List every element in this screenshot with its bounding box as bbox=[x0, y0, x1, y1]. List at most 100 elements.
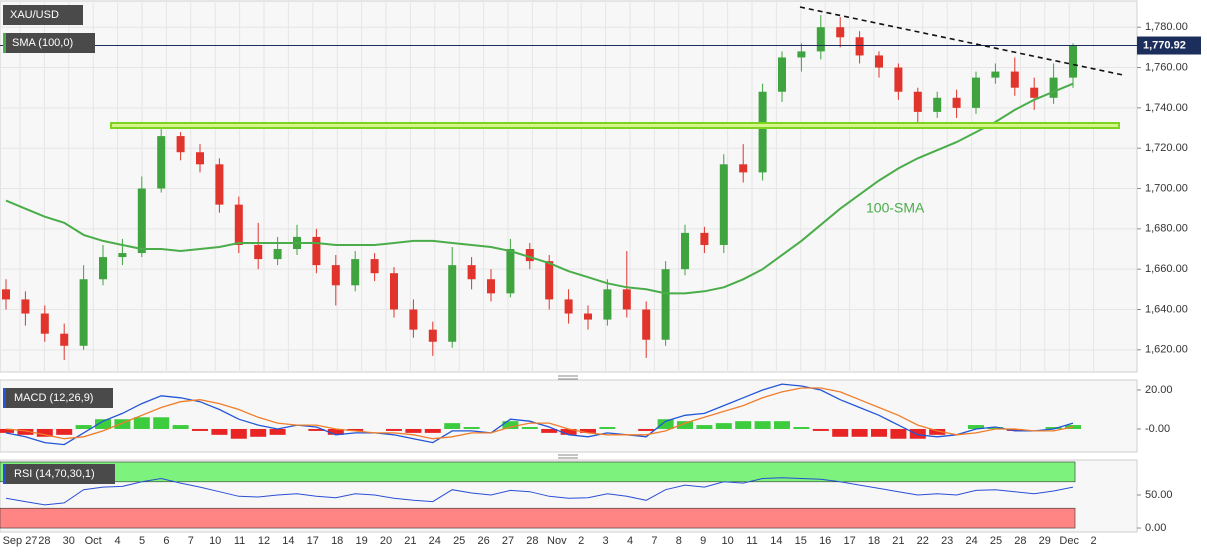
histogram-bar bbox=[580, 428, 596, 433]
candle-body bbox=[118, 253, 127, 258]
x-tick-label: 28 bbox=[1014, 535, 1026, 547]
histogram-bar bbox=[968, 425, 984, 429]
x-tick-label: 20 bbox=[380, 535, 392, 547]
x-tick-label: 30 bbox=[63, 535, 75, 547]
histogram-bar bbox=[560, 428, 577, 435]
candle-body bbox=[661, 269, 670, 340]
y-tick-label: 1,640.00 bbox=[1145, 303, 1188, 315]
x-tick-label: 22 bbox=[917, 535, 929, 547]
histogram-bar bbox=[133, 417, 150, 429]
candle-body bbox=[215, 164, 224, 205]
rsi-line bbox=[5, 477, 1074, 506]
histogram-bar bbox=[405, 428, 422, 433]
x-tick-label: 23 bbox=[941, 535, 953, 547]
indicator-label: SMA (100,0) bbox=[12, 37, 73, 49]
x-tick-label: 3 bbox=[603, 535, 609, 547]
last-price-box bbox=[1137, 36, 1201, 55]
histogram-bar bbox=[308, 428, 325, 431]
splitter[interactable] bbox=[558, 454, 578, 459]
histogram-bar bbox=[153, 417, 170, 429]
candle-body bbox=[564, 299, 573, 314]
candle-body bbox=[409, 309, 418, 330]
x-tick-label: 4 bbox=[627, 535, 633, 547]
histogram-bar bbox=[599, 427, 616, 429]
y-tick-label: 1,720.00 bbox=[1145, 142, 1188, 154]
candle-body bbox=[60, 333, 69, 346]
legend-box: XAU/USD SMA (100,0) MACD (12,26,9) RSI (… bbox=[3, 5, 115, 484]
candle-body bbox=[1049, 77, 1058, 98]
candle-body bbox=[196, 152, 204, 165]
x-tick-label: 10 bbox=[721, 535, 733, 547]
candle-body bbox=[390, 273, 398, 310]
candle-body bbox=[875, 55, 883, 68]
x-tick-label: 2 bbox=[578, 535, 584, 547]
sma-line bbox=[5, 82, 1074, 295]
histogram-bar bbox=[230, 428, 247, 439]
x-tick-label: 25 bbox=[990, 535, 1002, 547]
histogram-bar bbox=[521, 427, 538, 429]
histogram-bar bbox=[17, 428, 34, 435]
candle-body bbox=[525, 249, 534, 262]
histogram-bar bbox=[541, 428, 558, 433]
histogram-bar bbox=[774, 421, 790, 429]
histogram-bar bbox=[890, 428, 907, 439]
histogram-bar bbox=[114, 419, 131, 429]
histogram-bar bbox=[0, 428, 14, 433]
histogram-bar bbox=[172, 425, 189, 429]
histogram-bar bbox=[250, 428, 267, 437]
candle-body bbox=[21, 299, 30, 314]
candle-body bbox=[1030, 87, 1039, 98]
macd-panel bbox=[0, 379, 1138, 453]
candle-body bbox=[972, 77, 980, 108]
candle-body bbox=[913, 91, 922, 112]
candle-body bbox=[448, 265, 457, 342]
y-tick-label: 1,740.00 bbox=[1145, 102, 1188, 114]
x-tick-label: 27 bbox=[502, 535, 514, 547]
candle-body bbox=[487, 279, 495, 294]
rsi-band bbox=[0, 461, 1076, 483]
histogram-bar bbox=[1045, 427, 1062, 429]
x-tick-label: 26 bbox=[477, 535, 489, 547]
histogram-bar bbox=[386, 428, 402, 431]
candle-body bbox=[642, 309, 651, 340]
y-tick-label: 20.00 bbox=[1145, 384, 1173, 396]
histogram-bar bbox=[929, 428, 946, 435]
histogram-bar bbox=[851, 428, 868, 437]
candle-body bbox=[681, 232, 689, 270]
x-tick-label: 15 bbox=[795, 535, 807, 547]
y-tick-label: 1,760.00 bbox=[1145, 61, 1188, 73]
candle-body bbox=[933, 97, 942, 112]
y-tick-label: 50.00 bbox=[1145, 489, 1173, 501]
histogram-bar bbox=[347, 428, 364, 431]
x-tick-label: 11 bbox=[234, 535, 245, 547]
candle-body bbox=[79, 279, 88, 346]
candle-body bbox=[273, 249, 282, 260]
candle-body bbox=[739, 164, 748, 173]
sma-annotation: 100-SMA bbox=[866, 200, 925, 216]
last-price-label: 1,770.92 bbox=[1143, 39, 1186, 51]
histogram-bar bbox=[987, 427, 1004, 429]
y-tick-label: -0.00 bbox=[1145, 423, 1170, 435]
x-tick-label: Nov bbox=[547, 535, 567, 547]
histogram-bar bbox=[657, 419, 674, 429]
x-tick-label: 24 bbox=[429, 535, 441, 547]
macd-line bbox=[5, 383, 1074, 446]
histogram-bar bbox=[36, 428, 53, 437]
candle-body bbox=[428, 329, 437, 342]
histogram-bar bbox=[677, 421, 693, 429]
histogram-bar bbox=[909, 428, 926, 439]
trend-line bbox=[799, 6, 1124, 76]
candle-body bbox=[622, 289, 631, 310]
splitter[interactable] bbox=[558, 375, 578, 380]
x-tick-label: 29 bbox=[1039, 535, 1051, 547]
x-tick-label: 11 bbox=[746, 535, 757, 547]
x-tick-label: 6 bbox=[163, 535, 169, 547]
x-tick-label: 18 bbox=[868, 535, 880, 547]
candle-body bbox=[836, 27, 845, 38]
x-tick-label: 25 bbox=[453, 535, 465, 547]
candle-body bbox=[467, 265, 476, 280]
x-tick-label: 7 bbox=[651, 535, 657, 547]
candle-body bbox=[331, 265, 340, 286]
macd-label: MACD (12,26,9) bbox=[14, 392, 93, 404]
x-tick-label: 8 bbox=[676, 535, 682, 547]
